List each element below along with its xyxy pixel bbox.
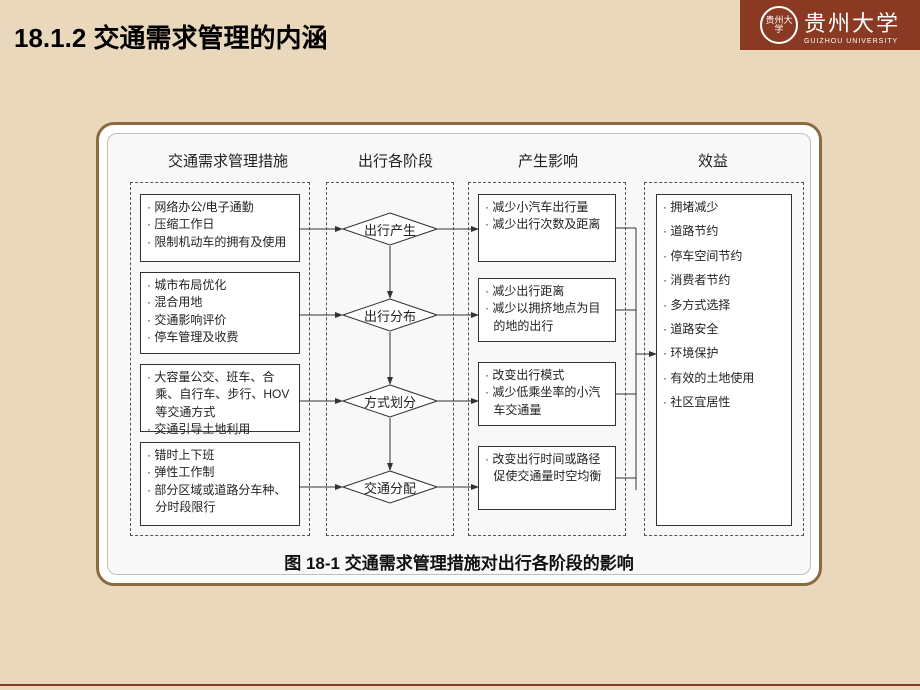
accent-bar — [0, 684, 920, 686]
measure-box-0: · 网络办公/电子通勤· 压缩工作日· 限制机动车的拥有及使用 — [140, 194, 300, 262]
measure-box-1: · 城市布局优化· 混合用地· 交通影响评价· 停车管理及收费 — [140, 272, 300, 354]
list-item: · 拥堵减少 — [663, 199, 785, 216]
list-item: · 停车管理及收费 — [147, 329, 293, 346]
impact-box-3: · 改变出行时间或路径促使交通量时空均衡 — [478, 446, 616, 510]
stage-diamond-1: 出行分布 — [342, 298, 438, 332]
list-item: · 减少出行次数及距离 — [485, 216, 609, 233]
list-item: · 道路节约 — [663, 223, 785, 240]
slide-title: 18.1.2 交通需求管理的内涵 — [14, 18, 328, 55]
list-item: · 限制机动车的拥有及使用 — [147, 234, 293, 251]
stage-diamond-3: 交通分配 — [342, 470, 438, 504]
logo-seal-icon: 贵州大学 — [760, 6, 798, 44]
list-item: · 有效的土地使用 — [663, 370, 785, 387]
list-item: · 城市布局优化 — [147, 277, 293, 294]
list-item: · 交通影响评价 — [147, 312, 293, 329]
col-head-stages: 出行各阶段 — [358, 150, 433, 171]
list-item: · 环境保护 — [663, 345, 785, 362]
impact-box-0: · 减少小汽车出行量· 减少出行次数及距离 — [478, 194, 616, 262]
list-item: · 交通引导土地利用 — [147, 421, 293, 438]
col-head-impacts: 产生影响 — [518, 150, 578, 171]
list-item: · 停车空间节约 — [663, 248, 785, 265]
logo-cn-text: 贵州大学 — [804, 6, 900, 38]
list-item: · 大容量公交、班车、合乘、自行车、步行、HOV 等交通方式 — [147, 369, 293, 421]
list-item: · 部分区域或道路分车种、分时段限行 — [147, 482, 293, 517]
list-item: · 错时上下班 — [147, 447, 293, 464]
list-item: · 减少出行距离 — [485, 283, 609, 300]
figure-frame: 交通需求管理措施 出行各阶段 产生影响 效益 图 18-1 交通需求管理措施对出… — [96, 122, 822, 586]
list-item: · 减少小汽车出行量 — [485, 199, 609, 216]
stage-diamond-0: 出行产生 — [342, 212, 438, 246]
list-item: · 道路安全 — [663, 321, 785, 338]
logo-en-text: GUIZHOU UNIVERSITY — [804, 38, 898, 45]
figure-caption: 图 18-1 交通需求管理措施对出行各阶段的影响 — [108, 549, 810, 574]
list-item: · 社区宜居性 — [663, 394, 785, 411]
figure-inner: 交通需求管理措施 出行各阶段 产生影响 效益 图 18-1 交通需求管理措施对出… — [107, 133, 811, 575]
list-item: · 减少以拥挤地点为目的地的出行 — [485, 300, 609, 335]
impact-box-1: · 减少出行距离· 减少以拥挤地点为目的地的出行 — [478, 278, 616, 342]
list-item: · 多方式选择 — [663, 297, 785, 314]
measure-box-3: · 错时上下班· 弹性工作制· 部分区域或道路分车种、分时段限行 — [140, 442, 300, 526]
university-logo: 贵州大学 贵州大学 GUIZHOU UNIVERSITY — [740, 0, 920, 50]
benefits-box: · 拥堵减少 · 道路节约 · 停车空间节约 · 消费者节约 · 多方式选择 · 道路安全… — [656, 194, 792, 526]
list-item: · 改变出行时间或路径促使交通量时空均衡 — [485, 451, 609, 486]
impact-box-2: · 改变出行模式· 减少低乘坐率的小汽车交通量 — [478, 362, 616, 426]
col-head-measures: 交通需求管理措施 — [168, 150, 288, 171]
list-item: · 压缩工作日 — [147, 216, 293, 233]
list-item: · 改变出行模式 — [485, 367, 609, 384]
measure-box-2: · 大容量公交、班车、合乘、自行车、步行、HOV 等交通方式· 交通引导土地利用 — [140, 364, 300, 432]
stage-diamond-2: 方式划分 — [342, 384, 438, 418]
list-item: · 混合用地 — [147, 294, 293, 311]
col-head-benefits: 效益 — [698, 150, 728, 171]
list-item: · 弹性工作制 — [147, 464, 293, 481]
list-item: · 网络办公/电子通勤 — [147, 199, 293, 216]
list-item: · 减少低乘坐率的小汽车交通量 — [485, 384, 609, 419]
list-item: · 消费者节约 — [663, 272, 785, 289]
